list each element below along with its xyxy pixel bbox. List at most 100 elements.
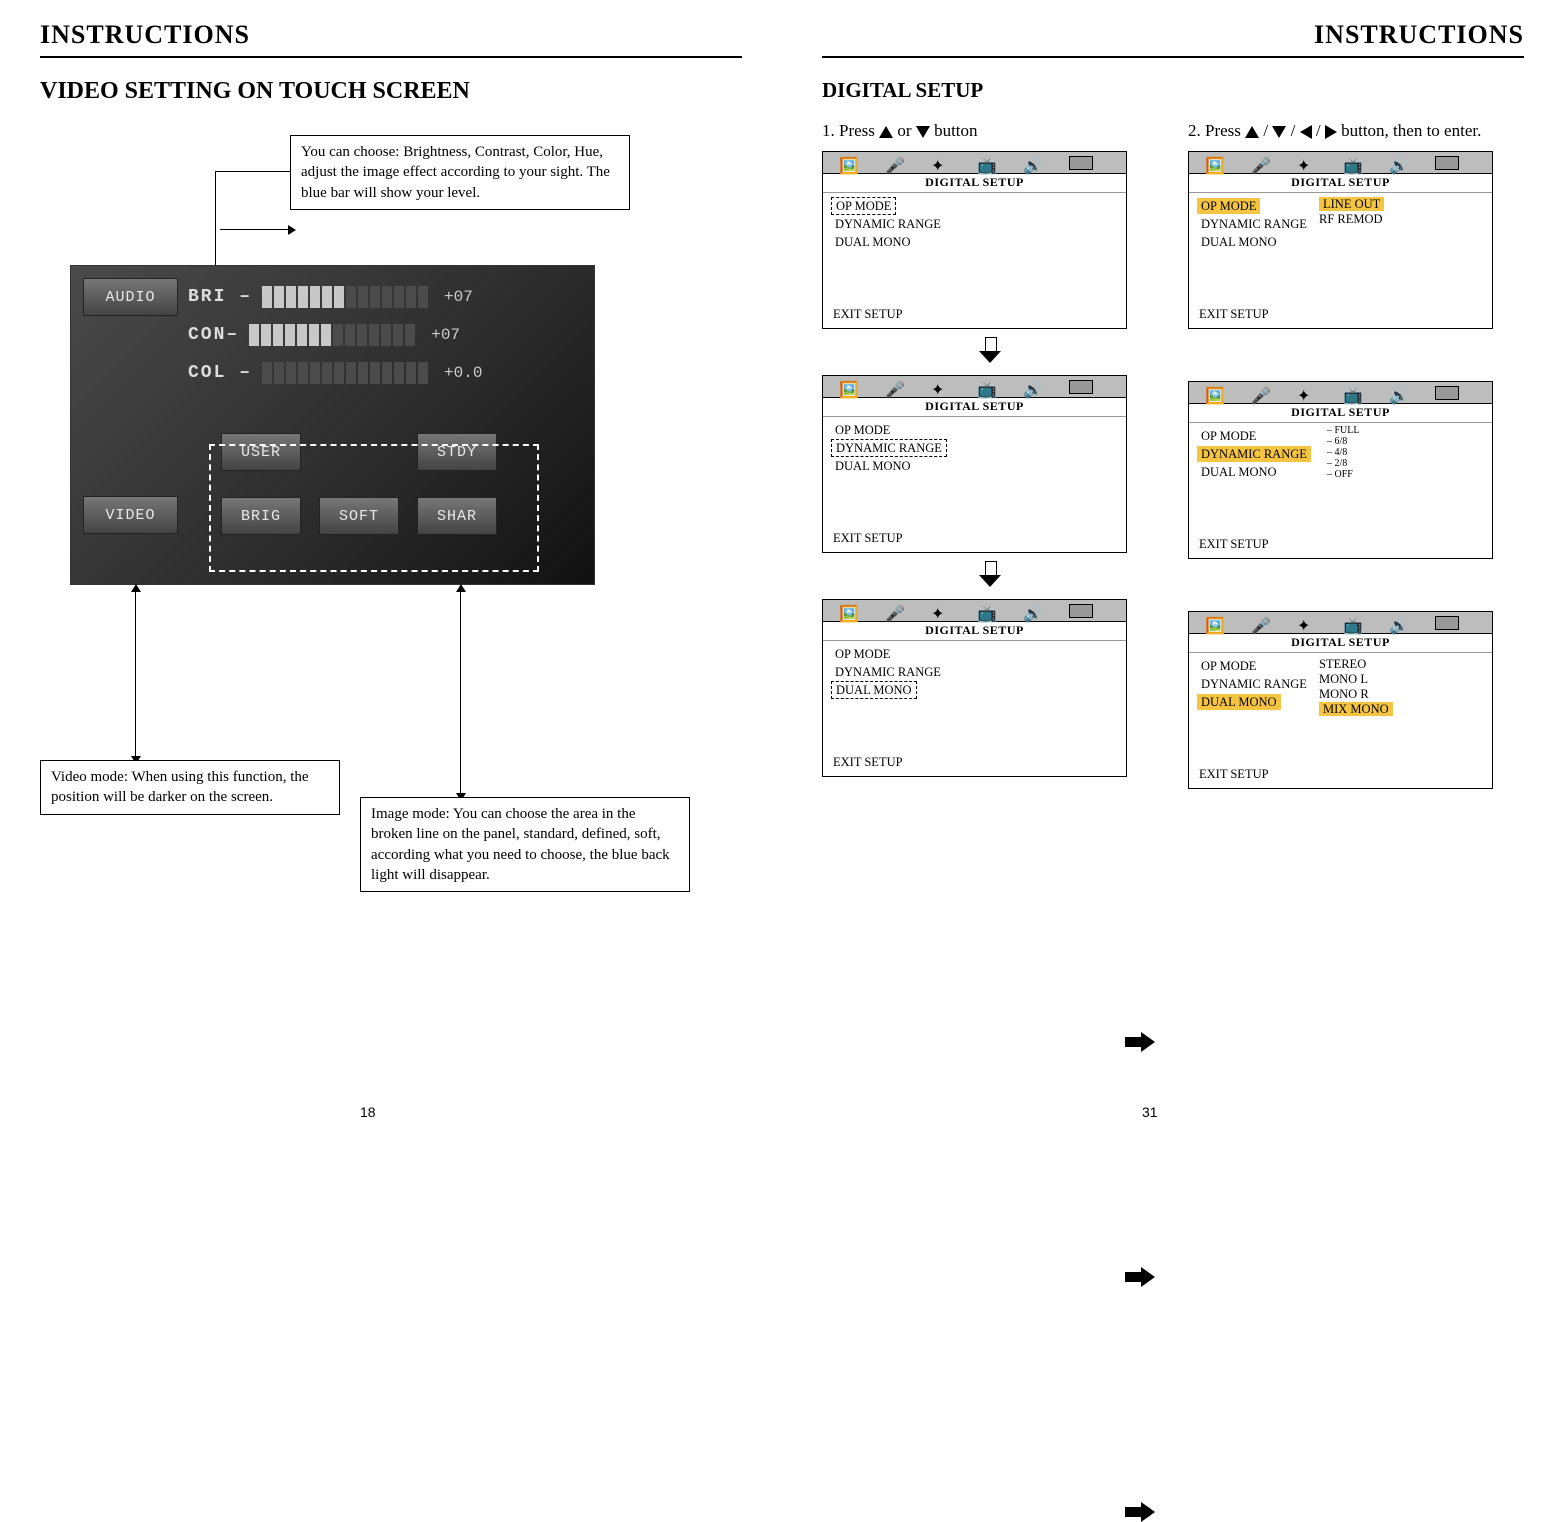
menu-card: 🖼️ 🎤 ✦ 📺 🔊 DIGITAL SETUP OP MODE DYNAMIC… xyxy=(1188,611,1493,789)
menu-item-opmode[interactable]: OP MODE xyxy=(831,197,896,215)
tab-icon: 🖼️ xyxy=(839,604,863,618)
note-top: You can choose: Brightness, Contrast, Co… xyxy=(290,135,630,210)
tab-icon: ✦ xyxy=(1297,386,1321,400)
right-section-title: DIGITAL SETUP xyxy=(822,78,1524,103)
tab-icon: 🎤 xyxy=(885,604,909,618)
tab-icon: 📺 xyxy=(977,380,1001,394)
page-number-18: 18 xyxy=(360,1104,376,1120)
menu-title: DIGITAL SETUP xyxy=(823,174,1126,193)
menu-exit[interactable]: EXIT SETUP xyxy=(1189,303,1492,328)
arrow-line xyxy=(135,695,136,758)
dyn-off[interactable]: OFF xyxy=(1319,469,1360,480)
tab-icon-active xyxy=(1435,616,1459,630)
tab-icon: ✦ xyxy=(931,604,955,618)
menu-item-dynamic[interactable]: DYNAMIC RANGE xyxy=(1197,676,1311,692)
tab-icon-active xyxy=(1069,380,1093,394)
audio-button[interactable]: AUDIO xyxy=(83,278,178,316)
dynrange-submenu: FULL 6/8 4/8 2/8 OFF xyxy=(1319,425,1360,480)
dyn-28[interactable]: 2/8 xyxy=(1319,458,1360,469)
menu-item-dynamic[interactable]: DYNAMIC RANGE xyxy=(1197,216,1311,232)
menu-item-dynamic[interactable]: DYNAMIC RANGE xyxy=(1197,446,1311,462)
tab-icon-active xyxy=(1435,386,1459,400)
step1-text: 1. Press or button xyxy=(822,121,1158,141)
menu-item-dualmono[interactable]: DUAL MONO xyxy=(1197,464,1281,480)
submenu-rfremod[interactable]: RF REMOD xyxy=(1319,212,1384,227)
dual-monol[interactable]: MONO L xyxy=(1319,672,1393,687)
menu-tabbar: 🖼️ 🎤 ✦ 📺 🔊 xyxy=(823,376,1126,398)
con-val: +07 xyxy=(431,326,460,344)
submenu-lineout[interactable]: LINE OUT xyxy=(1319,197,1384,211)
dyn-full[interactable]: FULL xyxy=(1319,425,1360,436)
arrow-line xyxy=(215,171,290,172)
menu-item-dualmono[interactable]: DUAL MONO xyxy=(831,458,915,474)
tab-icon: 🔊 xyxy=(1389,386,1413,400)
menu-title: DIGITAL SETUP xyxy=(1189,634,1492,653)
con-label: CON– xyxy=(188,325,239,345)
menu-item-opmode[interactable]: OP MODE xyxy=(831,646,894,662)
menu-item-opmode[interactable]: OP MODE xyxy=(831,422,894,438)
menu-exit[interactable]: EXIT SETUP xyxy=(1189,763,1492,788)
header-left: INSTRUCTIONS xyxy=(40,20,742,58)
step2-text: 2. Press / / / button, then to enter. xyxy=(1188,121,1524,141)
opmode-submenu: LINE OUT RF REMOD xyxy=(1319,197,1384,227)
page-31: INSTRUCTIONS DIGITAL SETUP 1. Press or b… xyxy=(782,0,1564,1138)
tab-icon: 📺 xyxy=(1343,156,1367,170)
page-number-31: 31 xyxy=(1142,1104,1158,1120)
menu-exit[interactable]: EXIT SETUP xyxy=(823,751,1126,776)
menu-tabbar: 🖼️ 🎤 ✦ 📺 🔊 xyxy=(823,152,1126,174)
arrow-line xyxy=(135,590,136,695)
tab-icon: 🎤 xyxy=(1251,616,1275,630)
menu-card: 🖼️ 🎤 ✦ 📺 🔊 DIGITAL SETUP OP MODE DYNAMIC… xyxy=(1188,151,1493,329)
menu-item-opmode[interactable]: OP MODE xyxy=(1197,198,1260,214)
tab-icon: 🖼️ xyxy=(1205,386,1229,400)
menu-item-opmode[interactable]: OP MODE xyxy=(1197,428,1260,444)
menu-item-dynamic[interactable]: DYNAMIC RANGE xyxy=(831,439,947,457)
left-icon xyxy=(1300,125,1312,139)
tab-icon: 🔊 xyxy=(1023,156,1047,170)
tab-icon: 🔊 xyxy=(1023,604,1047,618)
tab-icon: 🎤 xyxy=(885,380,909,394)
video-button[interactable]: VIDEO xyxy=(83,496,178,534)
tab-icon: ✦ xyxy=(1297,616,1321,630)
arrow-line xyxy=(220,229,290,230)
dyn-48[interactable]: 4/8 xyxy=(1319,447,1360,458)
header-title-left: INSTRUCTIONS xyxy=(40,20,742,50)
page-18: INSTRUCTIONS VIDEO SETTING ON TOUCH SCRE… xyxy=(0,0,782,1138)
up-icon xyxy=(879,126,893,138)
menu-title: DIGITAL SETUP xyxy=(823,622,1126,641)
menu-item-dynamic[interactable]: DYNAMIC RANGE xyxy=(831,216,945,232)
step1-column: 1. Press or button 🖼️ 🎤 ✦ 📺 🔊 DIGITAL SE… xyxy=(822,121,1158,797)
tab-icon: 🖼️ xyxy=(839,156,863,170)
col-val: +0.0 xyxy=(444,364,482,382)
arrow-line xyxy=(460,590,461,735)
tab-icon: 🎤 xyxy=(1251,156,1275,170)
menu-item-dualmono[interactable]: DUAL MONO xyxy=(831,681,917,699)
dyn-68[interactable]: 6/8 xyxy=(1319,436,1360,447)
menu-card: 🖼️ 🎤 ✦ 📺 🔊 DIGITAL SETUP OP MODE DYNAMIC… xyxy=(822,375,1127,553)
menu-exit[interactable]: EXIT SETUP xyxy=(1189,533,1492,558)
dashed-rect xyxy=(209,444,539,572)
tab-icon: 📺 xyxy=(977,156,1001,170)
menu-item-dualmono[interactable]: DUAL MONO xyxy=(1197,694,1281,710)
menu-exit[interactable]: EXIT SETUP xyxy=(823,527,1126,552)
tab-icon-active xyxy=(1069,156,1093,170)
dual-monor[interactable]: MONO R xyxy=(1319,687,1393,702)
menu-item-dualmono[interactable]: DUAL MONO xyxy=(831,234,915,250)
note-video: Video mode: When using this function, th… xyxy=(40,760,340,815)
dual-stereo[interactable]: STEREO xyxy=(1319,657,1393,672)
con-bars xyxy=(249,324,415,346)
menu-exit[interactable]: EXIT SETUP xyxy=(823,303,1126,328)
up-icon xyxy=(1245,126,1259,138)
arrow-line xyxy=(460,735,461,795)
bri-label: BRI – xyxy=(188,287,252,307)
tab-icon: ✦ xyxy=(931,380,955,394)
menu-card: 🖼️ 🎤 ✦ 📺 🔊 DIGITAL SETUP OP MODE DYNAMIC… xyxy=(822,599,1127,777)
menu-item-dynamic[interactable]: DYNAMIC RANGE xyxy=(831,664,945,680)
menu-tabbar: 🖼️ 🎤 ✦ 📺 🔊 xyxy=(1189,612,1492,634)
tab-icon: 🖼️ xyxy=(1205,616,1229,630)
col-bars xyxy=(262,362,428,384)
menu-item-dualmono[interactable]: DUAL MONO xyxy=(1197,234,1281,250)
bri-bars xyxy=(262,286,428,308)
menu-item-opmode[interactable]: OP MODE xyxy=(1197,658,1260,674)
dual-mixmono[interactable]: MIX MONO xyxy=(1319,702,1393,716)
